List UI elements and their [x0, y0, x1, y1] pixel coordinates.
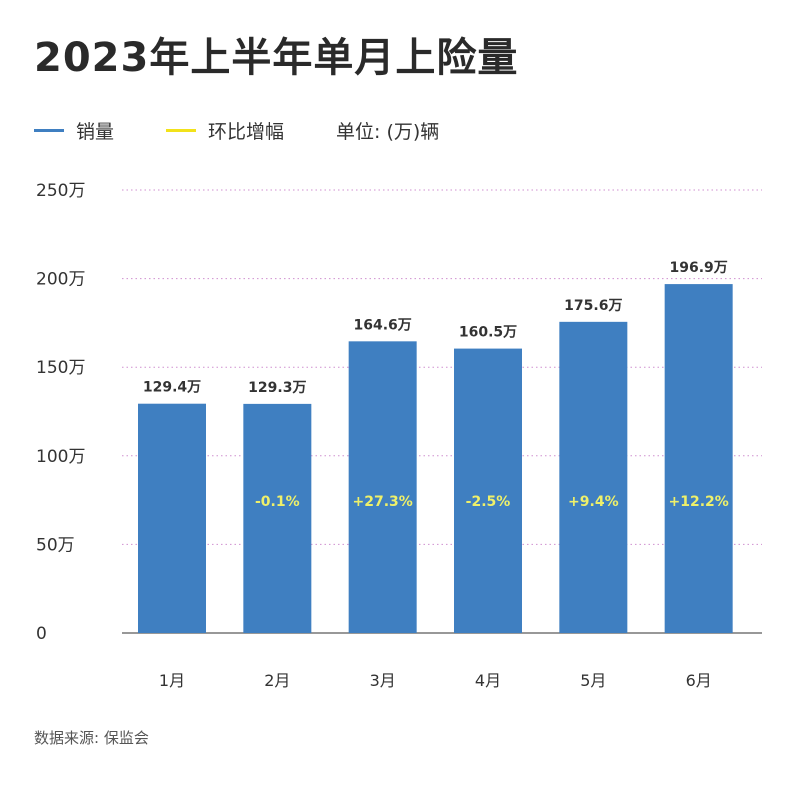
y-tick-label: 0 — [36, 624, 47, 644]
y-tick-label: 150万 — [36, 358, 85, 378]
mom-growth-label: +12.2% — [669, 494, 729, 510]
x-tick-label: 5月 — [580, 671, 606, 690]
y-tick-label: 250万 — [36, 181, 85, 201]
bar-6 — [664, 284, 733, 633]
value-label: 164.6万 — [354, 317, 412, 333]
chart-title: 2023年上半年单月上险量 — [34, 35, 519, 81]
bar-4 — [454, 348, 522, 633]
bar-3 — [348, 341, 417, 633]
x-tick-label: 1月 — [159, 671, 185, 690]
bar-1 — [138, 403, 206, 633]
y-tick-label: 50万 — [36, 535, 75, 555]
legend-item-sales: 销量 — [34, 117, 114, 144]
legend-swatch-mom-growth — [166, 128, 197, 132]
x-tick-label: 2月 — [264, 671, 290, 690]
legend-label-mom-growth: 环比增幅 — [208, 120, 285, 143]
legend-swatch-sales — [34, 128, 64, 132]
value-label: 129.4万 — [143, 380, 201, 396]
x-tick-label: 4月 — [475, 671, 501, 690]
value-label: 160.5万 — [459, 325, 517, 341]
bar-5 — [559, 321, 628, 633]
bar-2 — [243, 403, 312, 633]
x-tick-label: 6月 — [686, 671, 712, 690]
legend-label-sales: 销量 — [76, 120, 115, 143]
legend-item-mom-growth: 环比增幅 — [166, 117, 284, 144]
y-tick-label: 100万 — [36, 447, 85, 467]
value-label: 175.6万 — [564, 298, 622, 314]
unit-label: 单位: (万)辆 — [336, 120, 440, 143]
value-label: 196.9万 — [670, 260, 728, 276]
y-tick-label: 200万 — [36, 270, 85, 290]
data-source: 数据来源: 保监会 — [34, 729, 149, 747]
mom-growth-label: -0.1% — [255, 494, 300, 510]
mom-growth-label: -2.5% — [466, 494, 511, 510]
mom-growth-label: +27.3% — [353, 494, 413, 510]
mom-growth-label: +9.4% — [568, 494, 619, 510]
legend: 销量 环比增幅 单位: (万)辆 — [34, 117, 439, 143]
value-label: 129.3万 — [248, 380, 306, 396]
x-tick-label: 3月 — [370, 671, 396, 690]
